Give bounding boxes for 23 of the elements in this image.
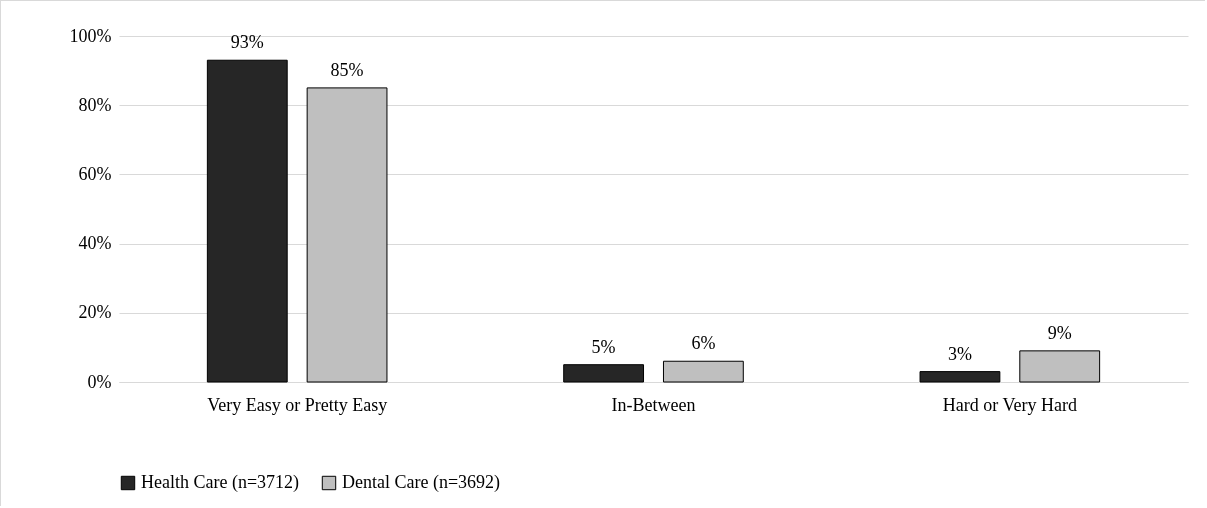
y-tick-label: 0%: [87, 371, 112, 392]
bar: [563, 364, 645, 383]
bar: [919, 371, 1001, 383]
y-tick-label: 40%: [78, 233, 112, 254]
data-label: 3%: [947, 343, 972, 364]
data-label: 93%: [230, 32, 264, 53]
data-label: 9%: [1047, 322, 1072, 343]
data-label: 85%: [330, 59, 364, 80]
bar: [306, 87, 388, 383]
data-label: 6%: [691, 333, 716, 354]
y-tick-label: 100%: [69, 25, 112, 46]
bar: [206, 59, 288, 383]
bar: [1019, 350, 1101, 383]
y-tick-label: 80%: [78, 94, 112, 115]
legend-label: Dental Care (n=3692): [342, 472, 501, 493]
data-label: 5%: [591, 336, 616, 357]
x-tick-label: Very Easy or Pretty Easy: [207, 394, 388, 415]
y-tick-label: 60%: [78, 163, 112, 184]
x-tick-label: Hard or Very Hard: [942, 394, 1077, 415]
y-tick-label: 20%: [78, 302, 112, 323]
x-tick-label: In-Between: [611, 394, 696, 415]
legend-label: Health Care (n=3712): [141, 472, 300, 493]
bar: [662, 360, 744, 383]
